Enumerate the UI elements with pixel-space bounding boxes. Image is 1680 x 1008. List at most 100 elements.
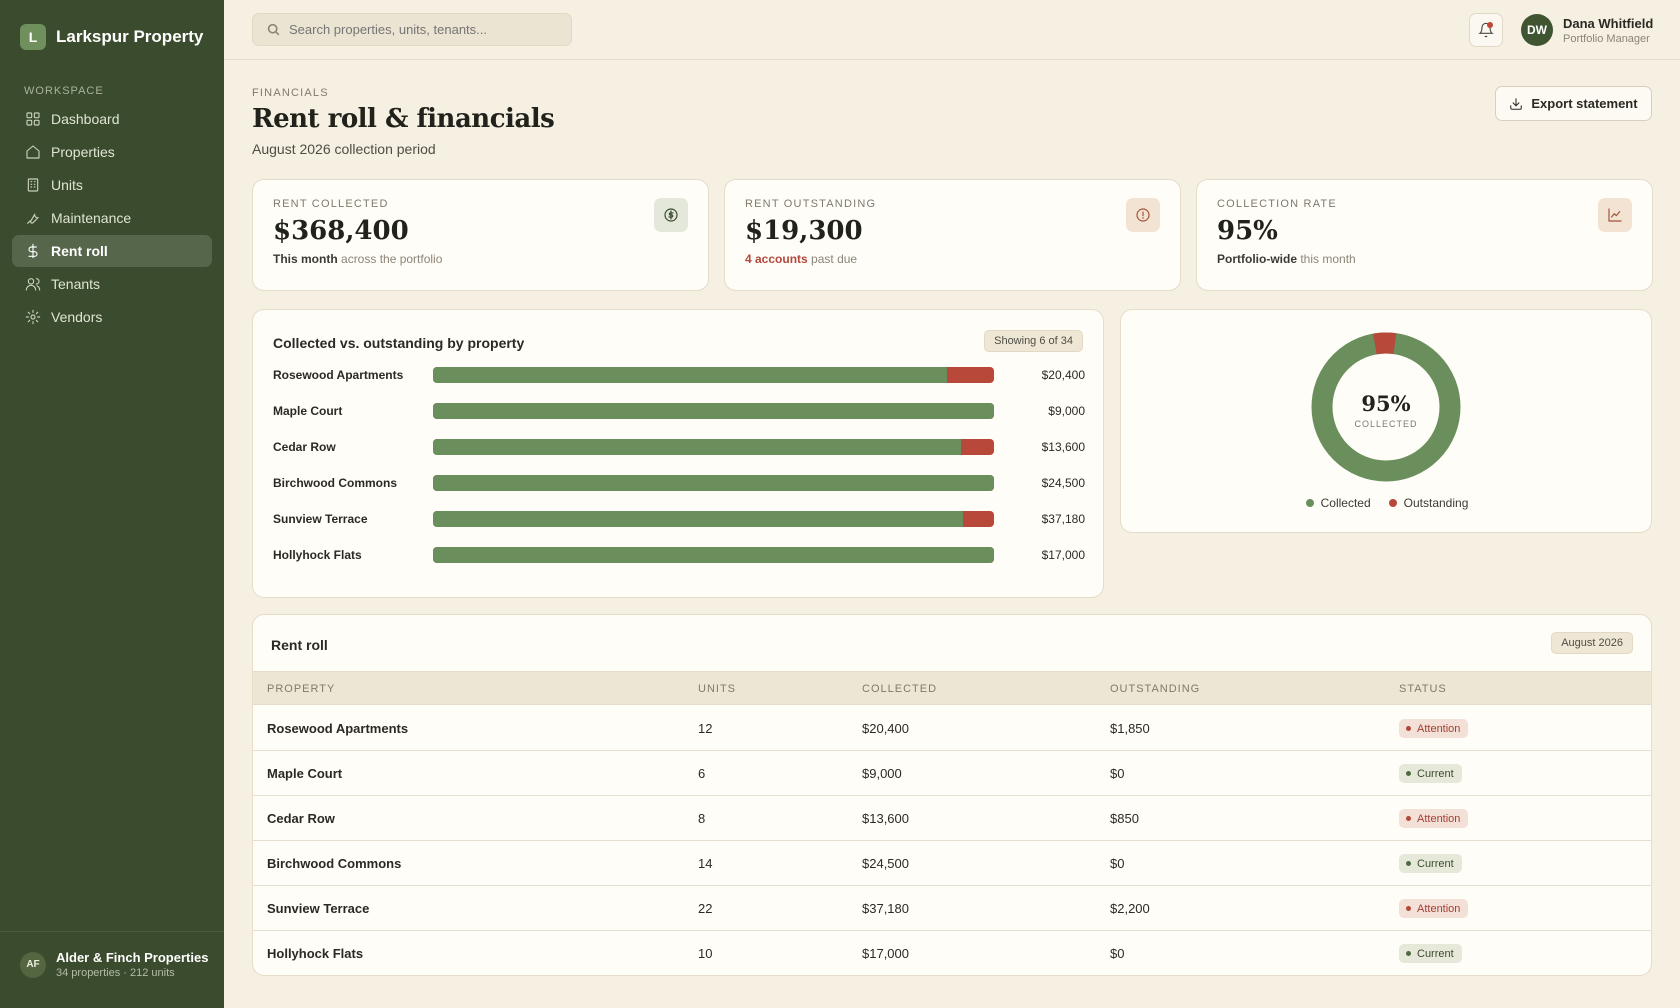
bar-value-label: $17,000 xyxy=(1041,548,1085,562)
bar-collected xyxy=(433,475,994,491)
bar-value-label: $20,400 xyxy=(1041,368,1085,382)
stat-card-collection-rate: COLLECTION RATE 95% Portfolio-wide this mo… xyxy=(1196,179,1653,291)
status-dot xyxy=(1406,951,1411,956)
sidebar-item-rent-roll[interactable]: Rent roll xyxy=(12,235,212,267)
status-label: Attention xyxy=(1417,902,1461,915)
cell-collected: $24,500 xyxy=(862,856,909,871)
table-header: PROPERTY UNITS COLLECTED OUTSTANDING STATUS xyxy=(253,671,1651,705)
cell-outstanding: $0 xyxy=(1110,766,1125,781)
stat-note-emphasis: Portfolio-wide xyxy=(1217,252,1297,266)
status-label: Current xyxy=(1417,857,1454,870)
cell-outstanding: $2,200 xyxy=(1110,901,1150,916)
stat-icon-tile xyxy=(654,198,688,232)
legend-item-outstanding: Outstanding xyxy=(1388,496,1469,510)
stat-note-emphasis: 4 accounts xyxy=(745,252,808,266)
bar-outstanding xyxy=(433,511,994,527)
sidebar-item-tenants[interactable]: Tenants xyxy=(12,268,212,300)
table-row[interactable]: Rosewood Apartments 12 $20,400 $1,850 Attent… xyxy=(253,706,1651,751)
bar-value-label: $13,600 xyxy=(1041,440,1085,454)
sidebar-item-maintenance[interactable]: Maintenance xyxy=(12,202,212,234)
sidebar-item-vendors[interactable]: Vendors xyxy=(12,301,212,333)
bar-row: Cedar Row $13,600 xyxy=(273,439,1085,455)
user-menu[interactable]: DW Dana Whitfield Portfolio Manager xyxy=(1521,14,1653,46)
status-label: Attention xyxy=(1417,722,1461,735)
search-input[interactable] xyxy=(289,22,549,37)
legend-dot xyxy=(1305,498,1314,507)
table-row[interactable]: Sunview Terrace 22 $37,180 $2,200 Attention xyxy=(253,886,1651,931)
cell-property: Sunview Terrace xyxy=(267,901,370,916)
legend-label: Outstanding xyxy=(1403,496,1469,510)
donut-chart xyxy=(1311,332,1461,482)
notification-dot xyxy=(1487,22,1493,28)
bar-category-label: Hollyhock Flats xyxy=(273,548,362,562)
sidebar: L Larkspur Property WORKSPACE Dashboard P… xyxy=(0,0,224,1008)
status-badge: Attention xyxy=(1399,809,1469,828)
bar-row: Rosewood Apartments $20,400 xyxy=(273,367,1085,383)
stat-note-text: this month xyxy=(1300,252,1356,266)
notifications-button[interactable] xyxy=(1469,13,1503,47)
bar-value-label: $9,000 xyxy=(1048,404,1085,418)
download-icon xyxy=(1510,97,1523,110)
column-header-units[interactable]: UNITS xyxy=(698,683,736,695)
table-row[interactable]: Maple Court 6 $9,000 $0 Current xyxy=(253,751,1651,796)
donut-sublabel: COLLECTED xyxy=(1354,419,1418,429)
bar-outstanding xyxy=(433,439,994,455)
cell-collected: $13,600 xyxy=(862,811,909,826)
cell-property: Birchwood Commons xyxy=(267,856,402,871)
sidebar-item-label: Maintenance xyxy=(51,210,132,226)
wrench-icon xyxy=(27,213,39,224)
search-box[interactable] xyxy=(252,13,572,46)
rent-roll-table: Rent roll August 2026 PROPERTY UNITS COLLE… xyxy=(252,614,1652,976)
column-header-property[interactable]: PROPERTY xyxy=(267,683,336,695)
collection-donut-card: 95% COLLECTED Collected Outstanding xyxy=(1120,309,1652,533)
sidebar-item-properties[interactable]: Properties xyxy=(12,136,212,168)
stat-note: 4 accounts past due xyxy=(745,252,1160,266)
column-header-status[interactable]: STATUS xyxy=(1399,683,1447,695)
status-label: Current xyxy=(1417,767,1454,780)
dollar-circle-icon xyxy=(664,208,678,222)
status-badge: Attention xyxy=(1399,719,1469,738)
export-statement-button[interactable]: Export statement xyxy=(1495,86,1652,121)
brand[interactable]: L Larkspur Property xyxy=(20,24,203,50)
sidebar-item-label: Tenants xyxy=(51,276,101,292)
cell-property: Maple Court xyxy=(267,766,343,781)
cell-outstanding: $850 xyxy=(1110,811,1139,826)
grid-icon xyxy=(26,112,40,126)
brand-name: Larkspur Property xyxy=(56,27,204,46)
cell-collected: $9,000 xyxy=(862,766,902,781)
bar-collected xyxy=(433,511,963,527)
table-row[interactable]: Cedar Row 8 $13,600 $850 Attention xyxy=(253,796,1651,841)
bar-outstanding xyxy=(433,367,994,383)
sidebar-item-label: Dashboard xyxy=(51,111,120,127)
bar-value-label: $37,180 xyxy=(1041,512,1085,526)
topbar: DW Dana Whitfield Portfolio Manager xyxy=(224,0,1680,60)
org-detail: 34 properties · 212 units xyxy=(56,967,175,979)
building-icon xyxy=(27,178,39,192)
cell-outstanding: $0 xyxy=(1110,856,1125,871)
status-dot xyxy=(1406,861,1411,866)
cell-units: 12 xyxy=(698,721,713,736)
legend-item-collected: Collected xyxy=(1305,496,1371,510)
property-bar-chart: Collected vs. outstanding by property Sh… xyxy=(252,309,1104,598)
user-avatar: DW xyxy=(1521,14,1553,46)
org-switcher[interactable]: AF Alder & Finch Properties 34 propertie… xyxy=(0,931,224,979)
table-row[interactable]: Hollyhock Flats 10 $17,000 $0 Current xyxy=(253,931,1651,975)
status-dot xyxy=(1406,726,1411,731)
home-icon xyxy=(26,145,40,159)
column-header-collected[interactable]: COLLECTED xyxy=(862,683,938,695)
org-avatar: AF xyxy=(20,951,46,978)
status-badge: Current xyxy=(1399,944,1462,963)
table-row[interactable]: Birchwood Commons 14 $24,500 $0 Current xyxy=(253,841,1651,886)
stat-card-rent-outstanding: RENT OUTSTANDING $19,300 4 accounts past d… xyxy=(724,179,1181,291)
sidebar-item-units[interactable]: Units xyxy=(12,169,212,201)
cell-property: Cedar Row xyxy=(267,811,335,826)
user-name: Dana Whitfield xyxy=(1563,15,1654,31)
sidebar-item-label: Properties xyxy=(51,144,115,160)
bar-collected xyxy=(433,547,994,563)
status-label: Attention xyxy=(1417,812,1461,825)
sidebar-item-label: Rent roll xyxy=(51,243,108,259)
sidebar-item-dashboard[interactable]: Dashboard xyxy=(12,103,212,135)
column-header-outstanding[interactable]: OUTSTANDING xyxy=(1110,683,1201,695)
stat-label: RENT COLLECTED xyxy=(273,198,389,210)
bar-category-label: Cedar Row xyxy=(273,440,336,454)
